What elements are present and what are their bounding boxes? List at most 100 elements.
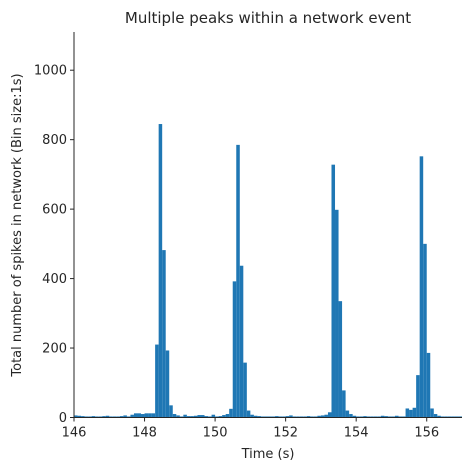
histogram-bar bbox=[123, 415, 127, 418]
histogram-bar bbox=[419, 156, 424, 418]
y-tick-label: 200 bbox=[42, 342, 67, 357]
y-tick-label: 600 bbox=[42, 203, 67, 218]
histogram-bar bbox=[200, 415, 205, 418]
histogram-bar bbox=[278, 416, 283, 418]
histogram-bar bbox=[380, 415, 385, 418]
histogram-bar bbox=[345, 410, 350, 418]
histogram-bar bbox=[398, 416, 403, 418]
histogram-bar bbox=[402, 416, 406, 418]
histogram-bar bbox=[299, 416, 304, 418]
histogram-bar bbox=[342, 390, 346, 418]
histogram-bar bbox=[377, 416, 381, 418]
histogram-bar bbox=[211, 414, 216, 418]
histogram-bar bbox=[260, 416, 265, 418]
histogram-bar bbox=[151, 413, 156, 418]
x-axis-ticks: 146 148 150 152 154 156 bbox=[62, 417, 439, 441]
histogram-bar bbox=[324, 414, 328, 418]
histogram-bar bbox=[387, 416, 392, 418]
y-axis-label: Total number of spikes in network (Bin s… bbox=[10, 73, 25, 377]
histogram-bar bbox=[137, 413, 142, 418]
histogram-bar bbox=[232, 281, 237, 418]
histogram-bar bbox=[359, 416, 364, 418]
histogram-bar bbox=[303, 416, 307, 418]
histogram-bar bbox=[218, 416, 223, 418]
histogram-bar bbox=[116, 416, 120, 418]
histogram-bar bbox=[430, 408, 434, 418]
histogram-bar bbox=[250, 414, 254, 418]
histogram-bar bbox=[317, 415, 321, 418]
histogram-bar bbox=[363, 416, 367, 418]
histogram-bar bbox=[366, 416, 371, 418]
histogram-bar bbox=[253, 415, 258, 418]
histogram-bar bbox=[91, 416, 96, 418]
histogram-bar bbox=[222, 415, 226, 418]
histogram-bar bbox=[331, 164, 336, 418]
y-axis-ticks: 0 200 400 600 800 1000 bbox=[34, 64, 74, 426]
histogram-bar bbox=[158, 124, 163, 418]
histogram-bar bbox=[162, 250, 166, 418]
histogram-bar bbox=[451, 416, 455, 418]
histogram-bar bbox=[335, 209, 339, 418]
histogram-bar bbox=[98, 416, 103, 418]
histogram-bar bbox=[236, 144, 240, 418]
histogram-bar bbox=[81, 416, 85, 418]
histogram-bar bbox=[423, 243, 427, 418]
histogram-bar bbox=[313, 416, 318, 418]
histogram-bar bbox=[444, 416, 448, 418]
histogram-bar bbox=[440, 416, 445, 418]
histogram-bar bbox=[105, 415, 110, 418]
histogram-bar bbox=[264, 416, 268, 418]
histogram-bar bbox=[229, 408, 233, 418]
histogram-bar bbox=[119, 416, 124, 418]
histogram-bar bbox=[338, 301, 343, 418]
histogram-bar bbox=[352, 415, 357, 418]
histogram-bar bbox=[165, 350, 170, 418]
histogram-bar bbox=[95, 416, 99, 418]
histogram-bar bbox=[84, 416, 89, 418]
histogram-bar bbox=[306, 416, 311, 418]
histogram-bar bbox=[437, 415, 441, 418]
x-tick-label: 156 bbox=[414, 426, 439, 441]
histogram-bar bbox=[285, 416, 290, 418]
histogram-bar bbox=[394, 415, 399, 418]
histogram-bar bbox=[356, 416, 360, 418]
histogram-bar bbox=[289, 415, 293, 418]
histogram-bar bbox=[268, 416, 272, 418]
histogram-bar bbox=[215, 416, 219, 418]
histogram-bar bbox=[292, 416, 297, 418]
histogram-bar bbox=[370, 416, 374, 418]
histogram-bar bbox=[246, 410, 251, 418]
histogram-bar bbox=[169, 405, 173, 418]
histogram-bar bbox=[112, 416, 117, 418]
histogram-bar bbox=[412, 407, 417, 418]
x-tick-label: 152 bbox=[273, 426, 298, 441]
histogram-bar bbox=[109, 416, 113, 418]
histogram-bar bbox=[197, 415, 201, 418]
histogram-bar bbox=[77, 415, 82, 418]
histogram-bar bbox=[141, 414, 145, 418]
histogram-bar bbox=[243, 362, 247, 418]
histogram-bar bbox=[130, 414, 134, 418]
histogram-bar bbox=[282, 416, 286, 418]
histogram-bar bbox=[102, 416, 106, 418]
x-tick-label: 150 bbox=[203, 426, 228, 441]
x-tick-label: 154 bbox=[344, 426, 369, 441]
histogram-bar bbox=[426, 352, 431, 418]
histogram-bar bbox=[458, 416, 462, 418]
histogram-bar bbox=[349, 414, 353, 418]
histogram-bar bbox=[275, 416, 279, 418]
histogram-bar bbox=[172, 414, 177, 418]
histogram-bar bbox=[155, 344, 159, 418]
histogram-bars bbox=[74, 124, 462, 418]
histogram-bar bbox=[416, 375, 420, 418]
histogram-bar bbox=[133, 413, 138, 418]
x-axis-label: Time (s) bbox=[241, 447, 295, 462]
histogram-bar bbox=[433, 414, 438, 418]
x-tick-label: 148 bbox=[132, 426, 157, 441]
histogram-bar bbox=[391, 416, 395, 418]
histogram-bar bbox=[327, 412, 332, 418]
histogram-bar bbox=[409, 409, 413, 418]
histogram-bar bbox=[208, 416, 212, 418]
histogram-bar bbox=[183, 414, 187, 418]
